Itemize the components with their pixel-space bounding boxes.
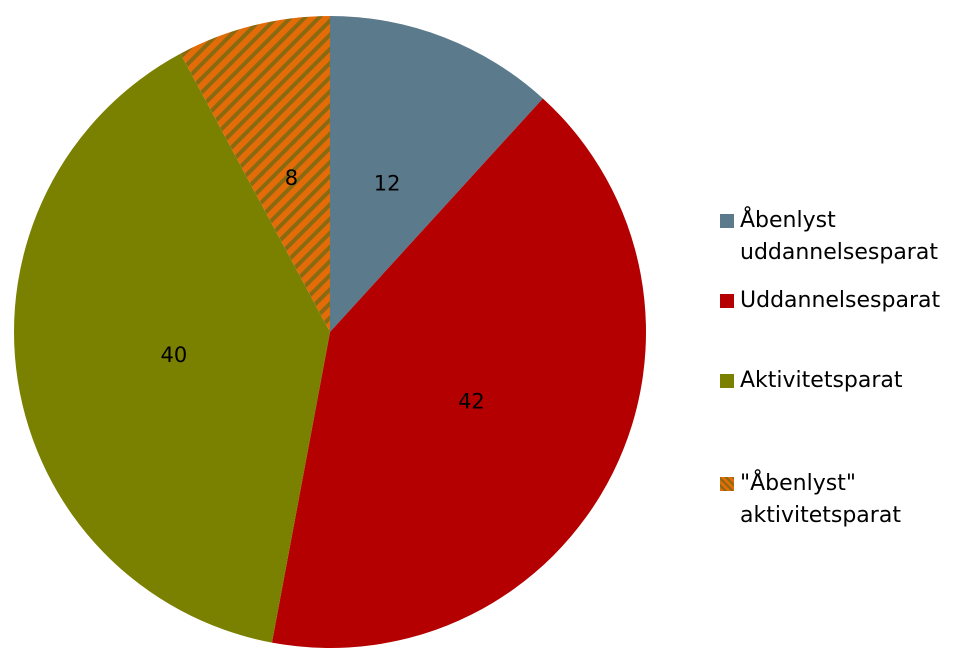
- legend-entry: Åbenlyst uddannelsesparat: [720, 205, 977, 269]
- legend-swatch: [720, 294, 734, 308]
- legend-label: Aktivitetsparat: [740, 368, 903, 393]
- legend-swatch: [720, 214, 734, 228]
- legend-entry: Aktivitetsparat: [720, 365, 977, 397]
- pie-area: 12 42 40 8: [13, 16, 646, 648]
- pie-slice: [180, 16, 330, 332]
- legend-label: Åbenlyst uddannelsesparat: [740, 208, 938, 265]
- data-label: 40: [161, 343, 188, 367]
- legend-entry: Uddannelsesparat: [720, 285, 977, 317]
- pie-slice: [271, 98, 646, 648]
- legend-swatch: [720, 477, 734, 491]
- legend-entry: "Åbenlyst" aktivitetsparat: [720, 468, 977, 532]
- legend-swatch: [720, 374, 734, 388]
- data-label: 12: [374, 172, 401, 196]
- data-label: 8: [285, 166, 298, 190]
- pie-slice: [13, 53, 331, 643]
- legend-label: "Åbenlyst" aktivitetsparat: [740, 471, 901, 528]
- legend-label: Uddannelsesparat: [740, 288, 941, 313]
- data-label: 42: [458, 389, 485, 413]
- pie-slice: [330, 16, 543, 332]
